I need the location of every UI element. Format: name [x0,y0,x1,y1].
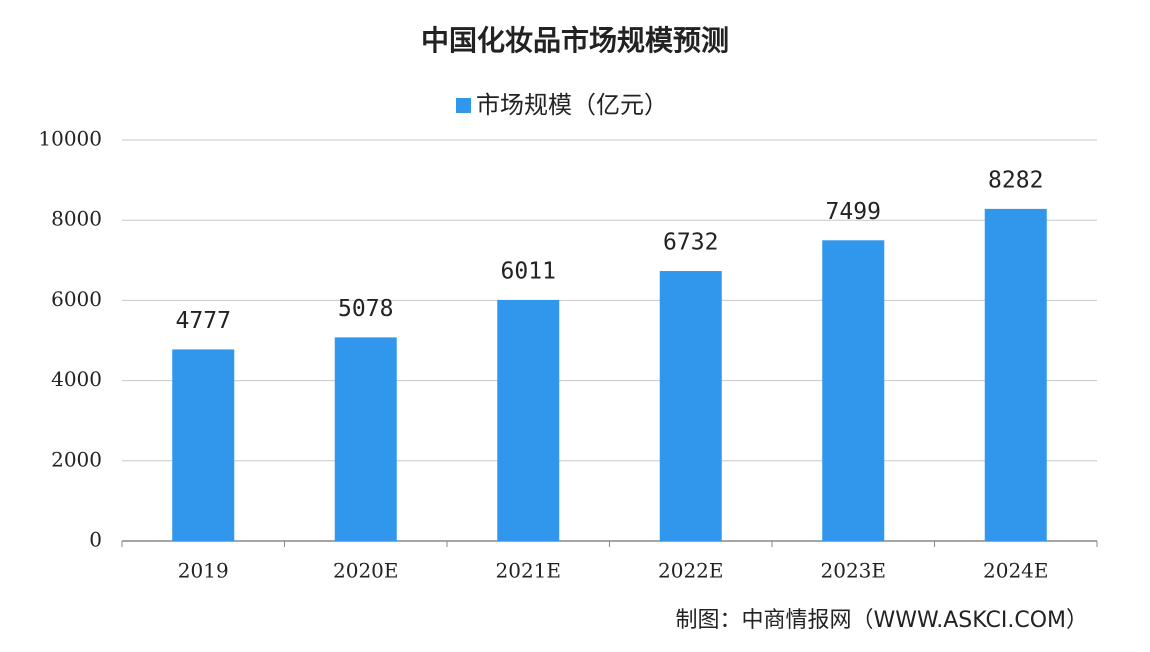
y-tick-label: 8000 [51,207,102,231]
legend-swatch [456,98,471,113]
value-label: 4777 [176,308,231,334]
value-label: 8282 [988,167,1043,193]
source-note: 制图：中商情报网（WWW.ASKCI.COM） [676,608,1088,633]
bar [172,349,235,541]
y-tick-label: 6000 [51,287,102,311]
value-label: 6732 [663,230,718,256]
y-tick-label: 4000 [51,367,102,391]
x-tick-label: 2019 [178,559,229,583]
chart-title: 中国化妆品市场规模预测 [421,24,729,57]
y-tick-label: 10000 [38,127,102,151]
bar [822,240,885,541]
y-tick-label: 0 [89,528,102,552]
x-tick-label: 2020E [333,559,399,583]
x-tick-label: 2021E [496,559,562,583]
value-label: 6011 [501,258,556,284]
bar [659,271,722,541]
bar [984,208,1047,542]
value-label: 7499 [826,199,881,225]
x-tick-label: 2024E [983,559,1049,583]
bar [334,337,397,541]
x-tick-label: 2023E [821,559,887,583]
bar [497,299,560,541]
value-label: 5078 [338,296,393,322]
x-tick-label: 2022E [658,559,724,583]
y-tick-label: 2000 [51,447,102,471]
legend-label: 市场规模（亿元） [476,91,668,119]
